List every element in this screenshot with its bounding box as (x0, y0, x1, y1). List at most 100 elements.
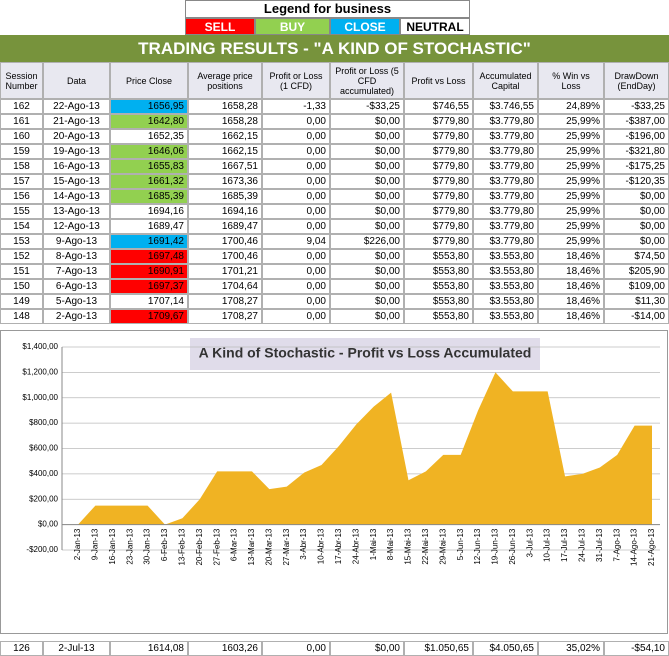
table-cell: 25,99% (538, 114, 604, 129)
table-cell: 1701,21 (188, 264, 262, 279)
table-cell: 148 (0, 309, 43, 324)
table-cell: 1691,42 (110, 234, 188, 249)
table-cell: 22-Ago-13 (43, 99, 110, 114)
table-cell: 1658,28 (188, 99, 262, 114)
table-cell: 1656,95 (110, 99, 188, 114)
area (78, 372, 652, 525)
table-cell: $3.553,80 (473, 309, 538, 324)
table-cell: $779,80 (404, 174, 473, 189)
table-cell: 1700,46 (188, 249, 262, 264)
table-cell: 0,00 (262, 279, 330, 294)
table-cell: 0,00 (262, 264, 330, 279)
table-cell: 153 (0, 234, 43, 249)
table-cell: 158 (0, 159, 43, 174)
table-cell: 155 (0, 204, 43, 219)
table-cell: 0,00 (262, 189, 330, 204)
table-cell: $0,00 (604, 219, 669, 234)
x-tick-label: 27-Feb-13 (212, 528, 221, 565)
x-tick-label: 19-Jun-13 (491, 528, 500, 565)
table-cell: 25,99% (538, 129, 604, 144)
table-cell: 9-Ago-13 (43, 234, 110, 249)
table-cell: 25,99% (538, 144, 604, 159)
x-tick-label: 13-Feb-13 (177, 528, 186, 565)
table-cell: 24,89% (538, 99, 604, 114)
table-cell: 1694,16 (188, 204, 262, 219)
legend-item: CLOSE (330, 18, 400, 35)
table-cell: 1689,47 (110, 219, 188, 234)
x-tick-label: 17-Jul-13 (560, 528, 569, 562)
table-cell: $0,00 (604, 204, 669, 219)
table-cell: $0,00 (330, 129, 404, 144)
x-tick-label: 7-Ago-13 (612, 528, 621, 561)
table-cell: $3.779,80 (473, 144, 538, 159)
table-cell: 0,00 (262, 204, 330, 219)
table-cell: -$321,80 (604, 144, 669, 159)
table-cell: 1662,15 (188, 144, 262, 159)
table-cell: $0,00 (330, 204, 404, 219)
table-cell: $3.746,55 (473, 99, 538, 114)
table-cell: $74,50 (604, 249, 669, 264)
y-tick-label: $400,00 (29, 469, 58, 478)
y-tick-label: $1,200,00 (22, 367, 58, 376)
table-cell: 25,99% (538, 189, 604, 204)
x-tick-label: 26-Jun-13 (508, 528, 517, 565)
table-cell: $3.553,80 (473, 264, 538, 279)
column-header: Profit or Loss (1 CFD) (262, 62, 330, 99)
table-cell: 19-Ago-13 (43, 144, 110, 159)
y-tick-label: $1,400,00 (22, 342, 58, 351)
table-cell: 0,00 (262, 144, 330, 159)
table-cell: $3.779,80 (473, 219, 538, 234)
table-cell: $3.553,80 (473, 279, 538, 294)
table-cell: $0,00 (604, 189, 669, 204)
column-header: DrawDown (EndDay) (604, 62, 669, 99)
table-cell: 154 (0, 219, 43, 234)
table-cell: $779,80 (404, 204, 473, 219)
x-tick-label: 10-Abr-13 (317, 528, 326, 564)
table-cell: 12-Ago-13 (43, 219, 110, 234)
table-cell: $3.779,80 (473, 204, 538, 219)
table-cell: 1708,27 (188, 309, 262, 324)
table-cell: -$175,25 (604, 159, 669, 174)
table-cell: 1689,47 (188, 219, 262, 234)
table-cell: $0,00 (330, 264, 404, 279)
table-cell: -$33,25 (330, 99, 404, 114)
table-cell: $553,80 (404, 249, 473, 264)
table-cell: -1,33 (262, 99, 330, 114)
table-cell: 161 (0, 114, 43, 129)
table-cell: $0,00 (330, 174, 404, 189)
table-cell: 18,46% (538, 309, 604, 324)
table-cell: $779,80 (404, 129, 473, 144)
x-tick-label: 1-Mai-13 (369, 528, 378, 560)
table-cell: $226,00 (330, 234, 404, 249)
table-cell: 5-Ago-13 (43, 294, 110, 309)
table-cell: $553,80 (404, 264, 473, 279)
table-cell: 6-Ago-13 (43, 279, 110, 294)
table-cell: 1685,39 (110, 189, 188, 204)
table-cell: 0,00 (262, 159, 330, 174)
y-tick-label: $1,000,00 (22, 393, 58, 402)
table-cell: $779,80 (404, 219, 473, 234)
table-cell: 152 (0, 249, 43, 264)
table-cell: $779,80 (404, 159, 473, 174)
table-cell: -$120,35 (604, 174, 669, 189)
x-tick-label: 24-Jul-13 (578, 528, 587, 562)
table-cell: 156 (0, 189, 43, 204)
table-cell: 1603,26 (188, 641, 262, 656)
legend-item: NEUTRAL (400, 18, 470, 35)
table-cell: 1642,80 (110, 114, 188, 129)
table-cell: 1697,48 (110, 249, 188, 264)
table-cell: $3.779,80 (473, 174, 538, 189)
x-tick-label: 16-Jan-13 (108, 528, 117, 565)
table-cell: 0,00 (262, 219, 330, 234)
table-cell: $553,80 (404, 294, 473, 309)
table-cell: 0,00 (262, 129, 330, 144)
table-cell: 1662,15 (188, 129, 262, 144)
legend-item: BUY (255, 18, 330, 35)
x-tick-label: 3-Jul-13 (525, 528, 534, 557)
y-tick-label: $200,00 (29, 494, 58, 503)
y-tick-label: $600,00 (29, 444, 58, 453)
table-cell: 1655,83 (110, 159, 188, 174)
table-cell: 18,46% (538, 294, 604, 309)
table-cell: 1614,08 (110, 641, 188, 656)
